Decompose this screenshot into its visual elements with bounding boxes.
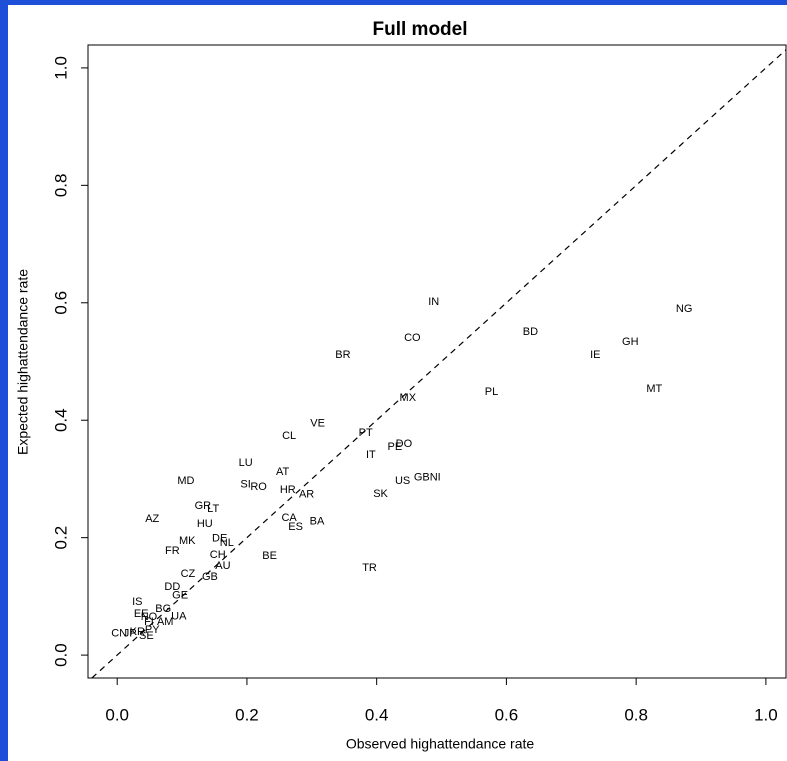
point-label: NG bbox=[676, 303, 693, 315]
x-tick-label: 0.2 bbox=[235, 705, 259, 724]
point-label: MK bbox=[179, 535, 196, 547]
point-label: RO bbox=[250, 481, 267, 493]
point-label: DE bbox=[212, 533, 227, 545]
x-tick-label: 0.6 bbox=[495, 705, 519, 724]
point-label: DO bbox=[396, 438, 413, 450]
point-label: PL bbox=[485, 386, 498, 398]
point-label: LU bbox=[239, 457, 253, 469]
point-label: EE bbox=[134, 608, 149, 620]
chart-title: Full model bbox=[373, 19, 468, 40]
point-label: IS bbox=[132, 596, 142, 608]
point-label: CH bbox=[210, 549, 226, 561]
point-label: US bbox=[395, 475, 410, 487]
frame-top bbox=[0, 0, 787, 5]
point-label: CL bbox=[282, 430, 296, 442]
point-label: MD bbox=[177, 475, 194, 487]
point-label: NO bbox=[141, 611, 158, 623]
point-label: MT bbox=[646, 383, 662, 395]
x-tick-label: 0.4 bbox=[365, 705, 389, 724]
point-label: NL bbox=[220, 537, 234, 549]
x-tick-label: 0.8 bbox=[624, 705, 648, 724]
point-label: BD bbox=[523, 326, 538, 338]
point-label: PY bbox=[145, 624, 160, 636]
point-label: GR bbox=[195, 500, 212, 512]
point-label: LT bbox=[207, 503, 219, 515]
plot-box bbox=[87, 44, 787, 679]
point-label: UA bbox=[171, 610, 187, 622]
point-label: PT bbox=[359, 427, 373, 439]
point-label: GBNI bbox=[414, 472, 441, 484]
point-label: BR bbox=[335, 349, 350, 361]
point-label: MX bbox=[400, 392, 417, 404]
point-label: IE bbox=[590, 349, 600, 361]
y-tick-label: 0.2 bbox=[51, 526, 70, 550]
y-axis-label: Expected highattendance rate bbox=[15, 269, 31, 455]
point-label: VE bbox=[310, 418, 325, 430]
point-label: GB bbox=[202, 571, 218, 583]
point-label: DD bbox=[164, 581, 180, 593]
y-tick-label: 1.0 bbox=[51, 56, 70, 80]
frame-left bbox=[0, 0, 8, 761]
point-label: AR bbox=[299, 489, 314, 501]
point-label: FI bbox=[144, 616, 154, 628]
point-label: ES bbox=[288, 521, 303, 533]
point-label: PE bbox=[387, 441, 402, 453]
point-label: BG bbox=[155, 603, 171, 615]
point-label: GE bbox=[172, 590, 188, 602]
point-label: SK bbox=[373, 488, 388, 500]
point-label: FR bbox=[165, 545, 180, 557]
point-label: AT bbox=[276, 466, 290, 478]
point-label: AM bbox=[157, 616, 174, 628]
point-label: CN bbox=[111, 627, 127, 639]
point-label: AZ bbox=[145, 513, 159, 525]
point-label: TR bbox=[362, 562, 377, 574]
point-label: SE bbox=[139, 630, 154, 642]
x-tick-label: 1.0 bbox=[754, 705, 778, 724]
point-label: BE bbox=[262, 550, 277, 562]
x-axis-label: Observed highattendance rate bbox=[346, 736, 535, 752]
point-label: HU bbox=[197, 518, 213, 530]
x-tick-label: 0.0 bbox=[105, 705, 129, 724]
point-label: JP bbox=[124, 627, 137, 639]
point-label: BA bbox=[310, 516, 325, 528]
y-tick-label: 0.6 bbox=[51, 291, 70, 315]
point-label: CO bbox=[404, 332, 421, 344]
point-label: HR bbox=[280, 484, 296, 496]
point-label: CZ bbox=[181, 568, 196, 580]
point-label: KR bbox=[130, 626, 145, 638]
point-label: GH bbox=[622, 336, 639, 348]
point-label: IT bbox=[366, 449, 376, 461]
point-label: IN bbox=[428, 296, 439, 308]
y-tick-label: 0.8 bbox=[51, 174, 70, 198]
y-tick-label: 0.4 bbox=[51, 408, 70, 432]
point-label: CA bbox=[281, 512, 297, 524]
y-tick-label: 0.0 bbox=[51, 643, 70, 667]
point-label: SI bbox=[240, 479, 250, 491]
point-label: AU bbox=[215, 560, 230, 572]
identity-line bbox=[91, 49, 787, 679]
